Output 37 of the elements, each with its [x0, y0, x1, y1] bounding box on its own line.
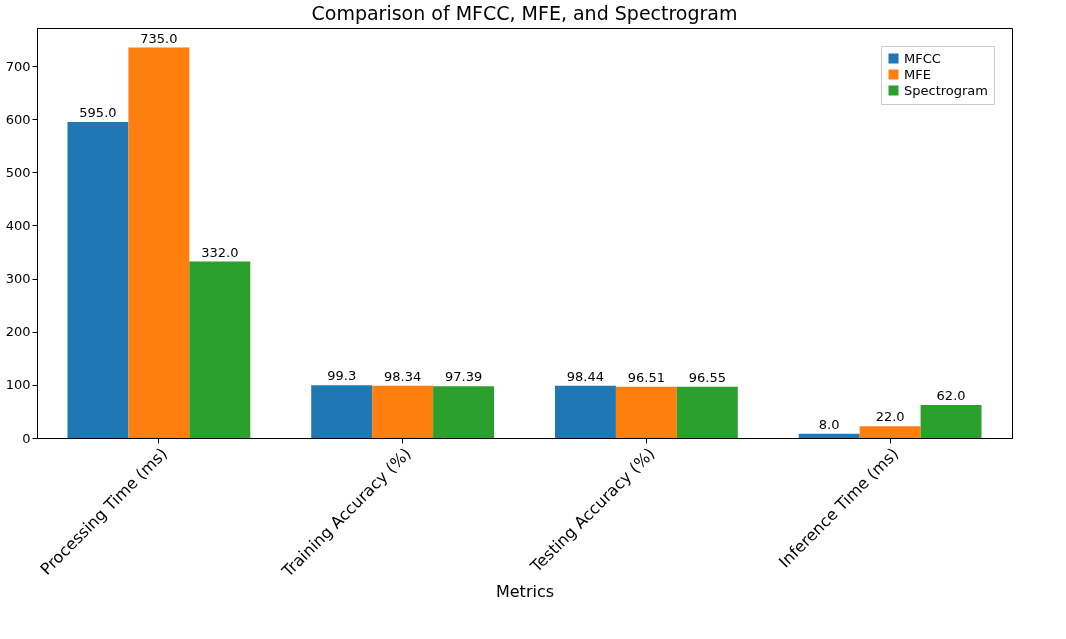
data-label: 332.0 — [201, 244, 239, 260]
data-label: 97.39 — [444, 369, 483, 385]
bar — [311, 385, 373, 438]
y-tick-label: 100 — [5, 377, 31, 393]
bar — [189, 261, 251, 438]
bar — [67, 121, 129, 438]
data-label: 22.0 — [875, 409, 905, 425]
data-label: 98.44 — [566, 368, 605, 384]
x-axis-title: Metrics — [495, 581, 555, 601]
legend-label: Spectrogram — [904, 82, 988, 98]
data-label: 595.0 — [79, 104, 117, 120]
bar — [798, 433, 860, 438]
bar — [615, 386, 677, 438]
data-label: 98.34 — [384, 368, 422, 384]
y-tick-label: 0 — [22, 430, 31, 446]
bar — [433, 386, 495, 438]
legend-label: MFE — [904, 66, 931, 82]
y-tick-label: 700 — [5, 58, 31, 74]
data-label: 96.55 — [688, 369, 726, 385]
bar — [676, 386, 738, 438]
y-tick-label: 500 — [5, 164, 31, 180]
data-label: 99.3 — [327, 368, 357, 384]
bar — [128, 47, 190, 438]
y-tick-label: 400 — [5, 218, 31, 233]
data-label: 735.0 — [140, 30, 178, 46]
legend-label: MFCC — [904, 50, 941, 66]
bar — [859, 426, 921, 438]
bar — [372, 385, 434, 438]
bar — [554, 385, 616, 438]
bar — [920, 405, 982, 438]
y-tick-label: 300 — [5, 271, 31, 287]
data-label: 62.0 — [936, 388, 966, 404]
chart-title: Comparison of MFCC, MFE, and Spectrogram — [311, 2, 738, 24]
y-tick-label: 200 — [5, 324, 31, 340]
data-label: 96.51 — [627, 369, 665, 385]
y-tick-label: 600 — [5, 111, 31, 127]
data-label: 8.0 — [818, 416, 840, 432]
